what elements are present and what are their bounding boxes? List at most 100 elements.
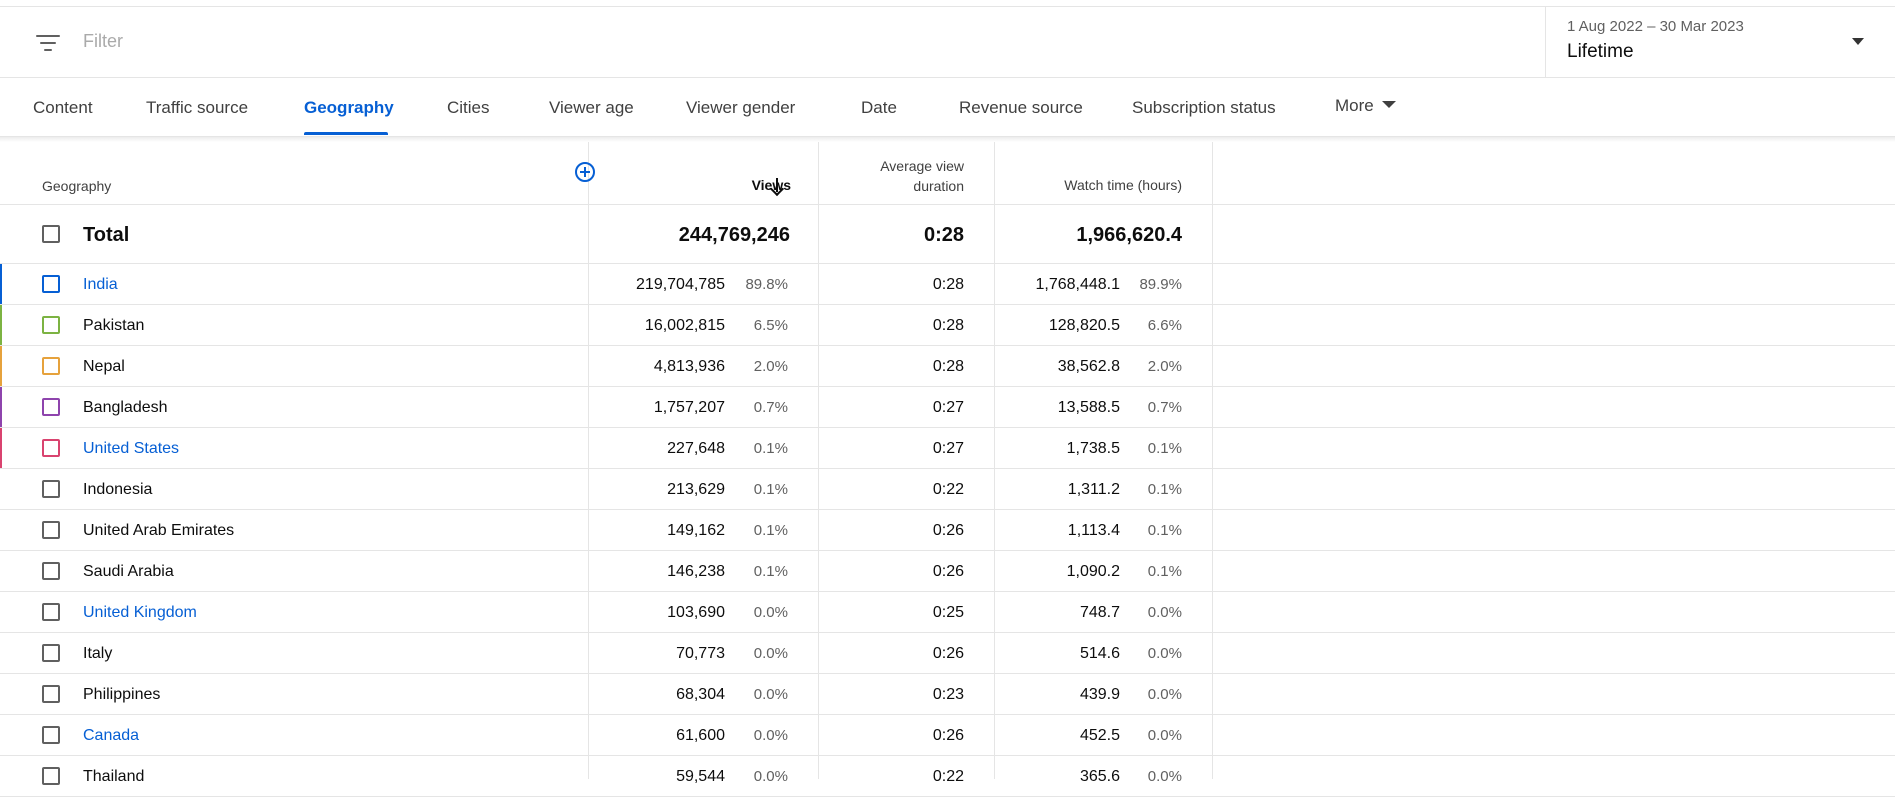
row-checkbox[interactable] [42,521,60,539]
series-color-indicator [0,305,2,345]
total-row: Total 244,769,246 0:28 1,966,620.4 [0,205,1895,264]
header-average-view-duration[interactable]: Average view duration [880,156,964,196]
country-name: Saudi Arabia [83,563,174,580]
total-checkbox[interactable] [42,225,60,243]
row-checkbox[interactable] [42,316,60,334]
table-row: India 219,704,785 89.8% 0:28 1,768,448.1 89.9… [0,264,1895,305]
table-row: United Arab Emirates 149,162 0.1% 0:26 1,113… [0,510,1895,551]
views-value: 61,600 [676,727,725,744]
watch-time-percent: 2.0% [1147,358,1182,375]
watch-time-value: 1,113.4 [1067,522,1120,539]
total-views: 244,769,246 [678,224,790,246]
country-name: Thailand [83,768,145,785]
views-value: 213,629 [667,481,725,498]
table-row: Indonesia 213,629 0.1% 0:22 1,311.2 0.1% [0,469,1895,510]
row-checkbox[interactable] [42,767,60,785]
country-name: Italy [83,645,113,662]
date-range-dates: 1 Aug 2022 – 30 Mar 2023 [1567,18,1744,35]
table-row: Nepal 4,813,936 2.0% 0:28 38,562.8 2.0% [0,346,1895,387]
tab-content[interactable]: Content [33,98,93,117]
watch-time-value: 439.9 [1079,686,1120,703]
header-views[interactable]: Views [751,177,791,193]
tab-geography[interactable]: Geography [304,98,394,117]
views-value: 68,304 [676,686,725,703]
chevron-down-icon [1852,38,1864,45]
watch-time-percent: 0.1% [1147,440,1182,457]
row-checkbox[interactable] [42,644,60,662]
average-duration-value: 0:26 [932,563,964,580]
row-checkbox[interactable] [42,685,60,703]
table-row: Pakistan 16,002,815 6.5% 0:28 128,820.5 6.6% [0,305,1895,346]
row-checkbox[interactable] [42,603,60,621]
watch-time-value: 514.6 [1079,645,1120,662]
views-value: 103,690 [667,604,725,621]
series-color-indicator [0,264,2,304]
watch-time-value: 1,311.2 [1067,481,1120,498]
tab-revenue-source[interactable]: Revenue source [959,98,1083,117]
table-row: Saudi Arabia 146,238 0.1% 0:26 1,090.2 0.1% [0,551,1895,592]
watch-time-percent: 0.1% [1147,522,1182,539]
date-range-label: Lifetime [1567,41,1634,62]
country-name[interactable]: India [83,276,118,293]
row-checkbox[interactable] [42,357,60,375]
average-duration-value: 0:22 [932,481,964,498]
row-checkbox[interactable] [42,275,60,293]
add-metric-icon[interactable] [575,162,595,182]
country-name[interactable]: United Kingdom [83,604,197,621]
watch-time-value: 1,768,448.1 [1035,276,1120,293]
row-checkbox[interactable] [42,480,60,498]
sort-arrow-down-icon[interactable] [769,177,785,197]
tab-more[interactable]: More [1335,96,1396,116]
geography-table: Geography Views Average view duration Wa… [0,142,1895,797]
watch-time-value: 1,090.2 [1066,563,1120,580]
views-value: 146,238 [667,563,725,580]
watch-time-percent: 0.0% [1147,768,1182,785]
table-row: Thailand 59,544 0.0% 0:22 365.6 0.0% [0,756,1895,797]
column-divider [588,142,589,779]
country-name[interactable]: United States [83,440,180,457]
watch-time-value: 452.5 [1079,727,1120,744]
country-name: Pakistan [83,317,145,334]
country-name: United Arab Emirates [83,522,235,539]
country-name[interactable]: Canada [83,727,140,744]
header-geography[interactable]: Geography [42,178,112,194]
divider-shadow [0,137,1895,142]
tab-cities[interactable]: Cities [447,98,490,117]
date-range-picker[interactable]: 1 Aug 2022 – 30 Mar 2023 Lifetime [1545,7,1895,77]
watch-time-percent: 0.0% [1147,645,1182,662]
average-duration-value: 0:22 [932,768,964,785]
watch-time-percent: 0.7% [1147,399,1182,416]
average-duration-value: 0:27 [932,399,964,416]
row-checkbox[interactable] [42,439,60,457]
views-percent: 0.0% [753,604,788,621]
table-row: Bangladesh 1,757,207 0.7% 0:27 13,588.5 0.7% [0,387,1895,428]
tab-viewer-gender[interactable]: Viewer gender [686,98,796,117]
country-name: Bangladesh [83,399,168,416]
row-checkbox[interactable] [42,562,60,580]
watch-time-value: 1,738.5 [1066,440,1120,457]
row-checkbox[interactable] [42,398,60,416]
tab-viewer-age[interactable]: Viewer age [549,98,634,117]
views-value: 149,162 [667,522,725,539]
average-duration-value: 0:28 [932,317,964,334]
tab-subscription-status[interactable]: Subscription status [1132,98,1276,117]
header-average-line-2: duration [913,178,964,194]
tab-date[interactable]: Date [861,98,897,117]
table-row: United States 227,648 0.1% 0:27 1,738.5 0.1% [0,428,1895,469]
average-duration-value: 0:28 [932,358,964,375]
header-watch-time[interactable]: Watch time (hours) [1064,177,1182,193]
views-value: 219,704,785 [636,276,725,293]
watch-time-percent: 0.0% [1147,727,1182,744]
views-percent: 0.0% [753,768,788,785]
views-percent: 0.1% [753,481,788,498]
watch-time-percent: 6.6% [1147,317,1182,334]
tab-traffic-source[interactable]: Traffic source [146,98,249,117]
watch-time-percent: 0.0% [1147,686,1182,703]
row-checkbox[interactable] [42,726,60,744]
header-average-line-1: Average view [880,158,964,174]
filter-input[interactable]: Filter [83,31,123,51]
caret-down-icon [1381,101,1396,108]
average-duration-value: 0:28 [932,276,964,293]
views-value: 16,002,815 [644,317,725,334]
filter-icon[interactable] [36,33,60,53]
